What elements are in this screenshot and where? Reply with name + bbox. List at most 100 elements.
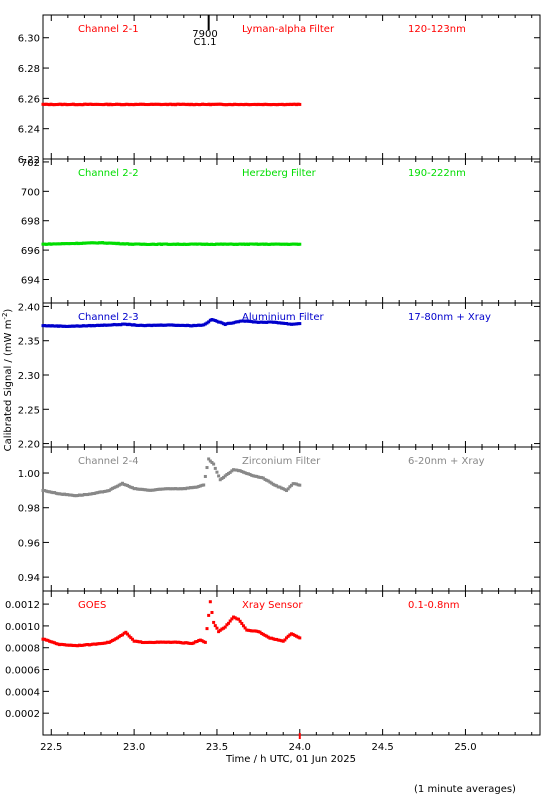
data-point xyxy=(290,483,293,487)
data-point xyxy=(186,102,190,106)
data-point xyxy=(220,627,224,631)
data-point xyxy=(127,484,131,488)
data-point xyxy=(228,619,232,623)
data-point xyxy=(144,324,148,328)
data-point xyxy=(281,639,285,643)
data-point xyxy=(245,102,249,106)
data-point xyxy=(182,242,186,246)
data-point xyxy=(140,323,144,327)
data-point xyxy=(287,103,291,107)
data-point xyxy=(164,102,168,106)
data-point xyxy=(172,487,176,491)
y-tick-label: 0.0008 xyxy=(5,644,40,655)
data-point xyxy=(203,322,207,326)
data-point xyxy=(73,103,77,107)
channel-label: Channel 2-4 xyxy=(78,456,139,467)
data-point xyxy=(253,102,257,106)
data-point xyxy=(70,241,74,245)
data-point xyxy=(97,642,101,646)
data-point xyxy=(67,103,71,107)
footnote: (1 minute averages) xyxy=(414,784,516,795)
data-point xyxy=(137,640,141,644)
data-point xyxy=(107,323,111,327)
data-point xyxy=(154,102,158,106)
data-point xyxy=(84,324,88,328)
data-point xyxy=(280,639,284,643)
data-point xyxy=(180,641,184,645)
data-point xyxy=(60,103,64,107)
data-point xyxy=(251,474,255,478)
data-point xyxy=(279,103,283,107)
data-point xyxy=(91,492,95,496)
data-point xyxy=(92,642,96,646)
data-point xyxy=(111,323,115,327)
data-point xyxy=(261,632,265,636)
data-point xyxy=(266,320,270,324)
data-point xyxy=(151,323,155,327)
band-label: 6-20nm + Xray xyxy=(408,456,485,467)
data-point xyxy=(119,323,123,327)
data-point xyxy=(76,103,80,107)
data-point xyxy=(89,241,93,245)
data-point xyxy=(270,636,274,640)
data-point xyxy=(183,641,187,645)
data-point xyxy=(250,320,254,324)
data-point xyxy=(121,322,125,326)
data-point xyxy=(190,324,194,328)
data-point xyxy=(49,490,53,494)
data-point xyxy=(181,323,185,327)
data-point xyxy=(51,491,55,495)
data-point xyxy=(89,643,93,647)
data-point xyxy=(84,643,88,647)
data-point xyxy=(47,324,51,328)
data-point xyxy=(183,102,187,106)
data-point xyxy=(44,489,48,493)
data-point xyxy=(142,641,146,645)
data-point xyxy=(51,103,55,107)
channel-label: GOES xyxy=(78,600,106,611)
data-point xyxy=(119,103,123,107)
data-point xyxy=(255,474,259,478)
data-point xyxy=(49,324,53,328)
data-point xyxy=(160,640,164,644)
data-point xyxy=(266,242,270,246)
data-point xyxy=(223,323,227,327)
data-point xyxy=(256,630,260,634)
data-point xyxy=(153,102,157,106)
data-point xyxy=(271,320,275,324)
data-point xyxy=(193,485,197,489)
data-point xyxy=(247,103,251,107)
data-point xyxy=(103,102,107,106)
y-tick-label: 6.22 xyxy=(18,155,40,166)
data-point xyxy=(273,637,277,641)
data-point xyxy=(201,102,205,106)
data-point xyxy=(148,242,152,246)
data-point xyxy=(189,102,193,106)
data-point xyxy=(79,103,83,107)
data-point xyxy=(67,324,71,328)
data-point xyxy=(54,491,58,495)
data-point xyxy=(53,641,57,645)
data-point xyxy=(101,490,105,494)
data-point xyxy=(108,102,112,106)
data-point xyxy=(212,102,216,106)
data-point xyxy=(72,494,76,498)
data-point xyxy=(55,324,59,328)
data-point xyxy=(124,102,128,106)
data-point xyxy=(181,242,185,246)
data-point xyxy=(285,489,289,493)
data-point xyxy=(161,102,165,106)
data-point xyxy=(65,103,69,107)
data-point xyxy=(165,323,169,327)
data-point xyxy=(179,242,183,246)
data-point xyxy=(212,462,216,466)
data-point xyxy=(94,642,98,646)
data-point xyxy=(218,320,222,324)
data-point xyxy=(258,103,262,107)
data-point xyxy=(64,493,68,497)
data-point xyxy=(288,242,292,246)
panel-1: 6.22 6.24 6.26 6.28 6.30 Channel 2-1 Lyman-alp… xyxy=(18,14,541,166)
data-point xyxy=(157,487,161,491)
data-point xyxy=(97,324,101,328)
data-point xyxy=(275,484,279,488)
